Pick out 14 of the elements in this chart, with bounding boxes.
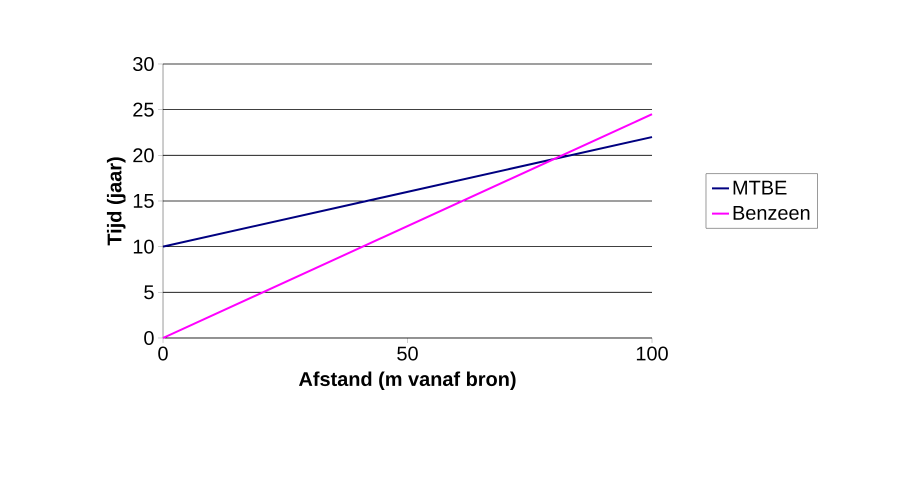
legend-label: MTBE: [734, 180, 786, 194]
y-axis-title: Tijd (jaar): [106, 157, 126, 246]
y-tick-label: 5: [144, 285, 154, 300]
y-tick-label: 10: [134, 240, 154, 254]
y-tick-label: 30: [133, 56, 154, 72]
legend-label: Benzeen: [734, 206, 810, 220]
x-tick-label: 0: [158, 346, 168, 361]
y-tick-label: 20: [133, 148, 154, 162]
y-tick-label: 0: [144, 330, 154, 346]
y-tick-label: 15: [134, 194, 154, 208]
y-tick-label: 25: [133, 102, 154, 117]
x-tick-label: 50: [397, 346, 418, 361]
x-tick-label: 100: [636, 346, 668, 361]
x-axis-title: Afstand (m vanaf bron): [298, 371, 516, 390]
